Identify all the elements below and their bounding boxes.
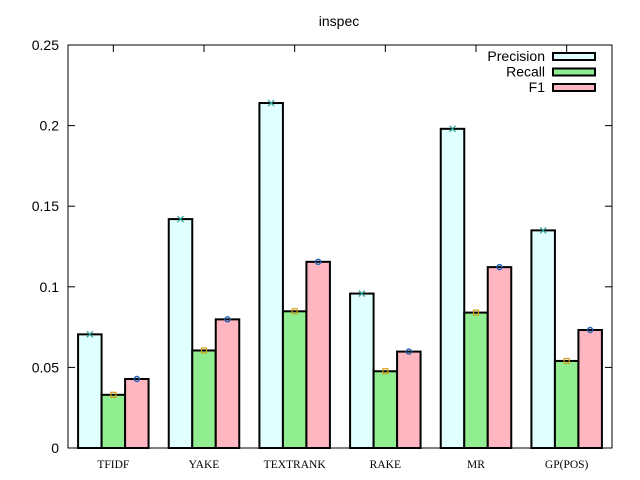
y-tick-label: 0.15 xyxy=(32,198,59,214)
y-tick-label: 0.2 xyxy=(40,118,60,134)
bar-recall xyxy=(281,310,308,449)
x-tick-label: YAKE xyxy=(189,459,220,471)
precision-marker xyxy=(358,290,366,297)
bar-f1 xyxy=(396,350,422,449)
axis-ticks xyxy=(68,44,612,449)
bar-precision xyxy=(167,218,194,449)
recall-marker xyxy=(200,347,208,354)
bar-series xyxy=(77,102,603,450)
bar-f1 xyxy=(124,378,150,450)
precision-marker xyxy=(177,215,184,223)
recall-marker xyxy=(382,368,389,375)
bar-precision xyxy=(349,292,375,449)
x-tick-label: RAKE xyxy=(370,459,401,471)
legend-swatch xyxy=(552,67,596,77)
recall-marker xyxy=(563,357,570,365)
bar-f1 xyxy=(214,318,241,449)
f1-marker xyxy=(586,326,594,334)
recall-marker xyxy=(110,391,117,398)
bar-markers xyxy=(86,99,594,398)
bar-f1 xyxy=(486,266,513,449)
bar-precision xyxy=(439,127,466,449)
x-tick-label: TEXTRANK xyxy=(264,459,327,471)
x-tick-label: GP(POS) xyxy=(545,459,589,471)
x-tick-label: TFIDF xyxy=(97,459,129,471)
y-tick-label: 0.1 xyxy=(40,279,60,295)
plot-frame xyxy=(67,44,613,449)
legend-label: Recall xyxy=(506,64,545,80)
precision-marker xyxy=(86,330,94,338)
recall-marker xyxy=(472,309,480,316)
bar-recall xyxy=(100,393,127,449)
y-tick-label: 0.25 xyxy=(32,37,59,53)
f1-marker xyxy=(314,258,322,266)
bar-precision xyxy=(77,333,103,449)
precision-marker xyxy=(449,125,456,133)
recall-marker xyxy=(291,308,298,315)
bar-recall xyxy=(553,359,580,449)
f1-marker xyxy=(496,263,503,271)
f1-marker xyxy=(224,316,231,323)
bar-recall xyxy=(463,311,489,450)
bar-f1 xyxy=(305,260,331,449)
bar-recall xyxy=(372,370,399,449)
legend-label: F1 xyxy=(529,79,546,95)
y-axis-tick-labels: 0 0.05 0.1 0.15 0.2 0.25 xyxy=(32,37,59,456)
precision-marker xyxy=(267,99,275,107)
bar-precision xyxy=(530,229,556,449)
legend-swatch xyxy=(552,52,596,61)
bar-f1 xyxy=(577,329,603,449)
x-tick-label: MR xyxy=(467,459,485,471)
precision-marker xyxy=(539,226,547,234)
legend-swatch xyxy=(552,83,596,92)
bar-recall xyxy=(191,349,217,449)
legend-label: Precision xyxy=(487,48,545,64)
y-tick-label: 0 xyxy=(51,440,59,456)
y-tick-label: 0.05 xyxy=(32,359,59,375)
f1-marker xyxy=(133,375,141,383)
chart-title: inspec xyxy=(319,13,359,29)
f1-marker xyxy=(405,348,413,355)
bar-precision xyxy=(258,102,284,449)
x-axis-tick-labels: TFIDF YAKE TEXTRANK RAKE MR GP(POS) xyxy=(97,459,588,471)
